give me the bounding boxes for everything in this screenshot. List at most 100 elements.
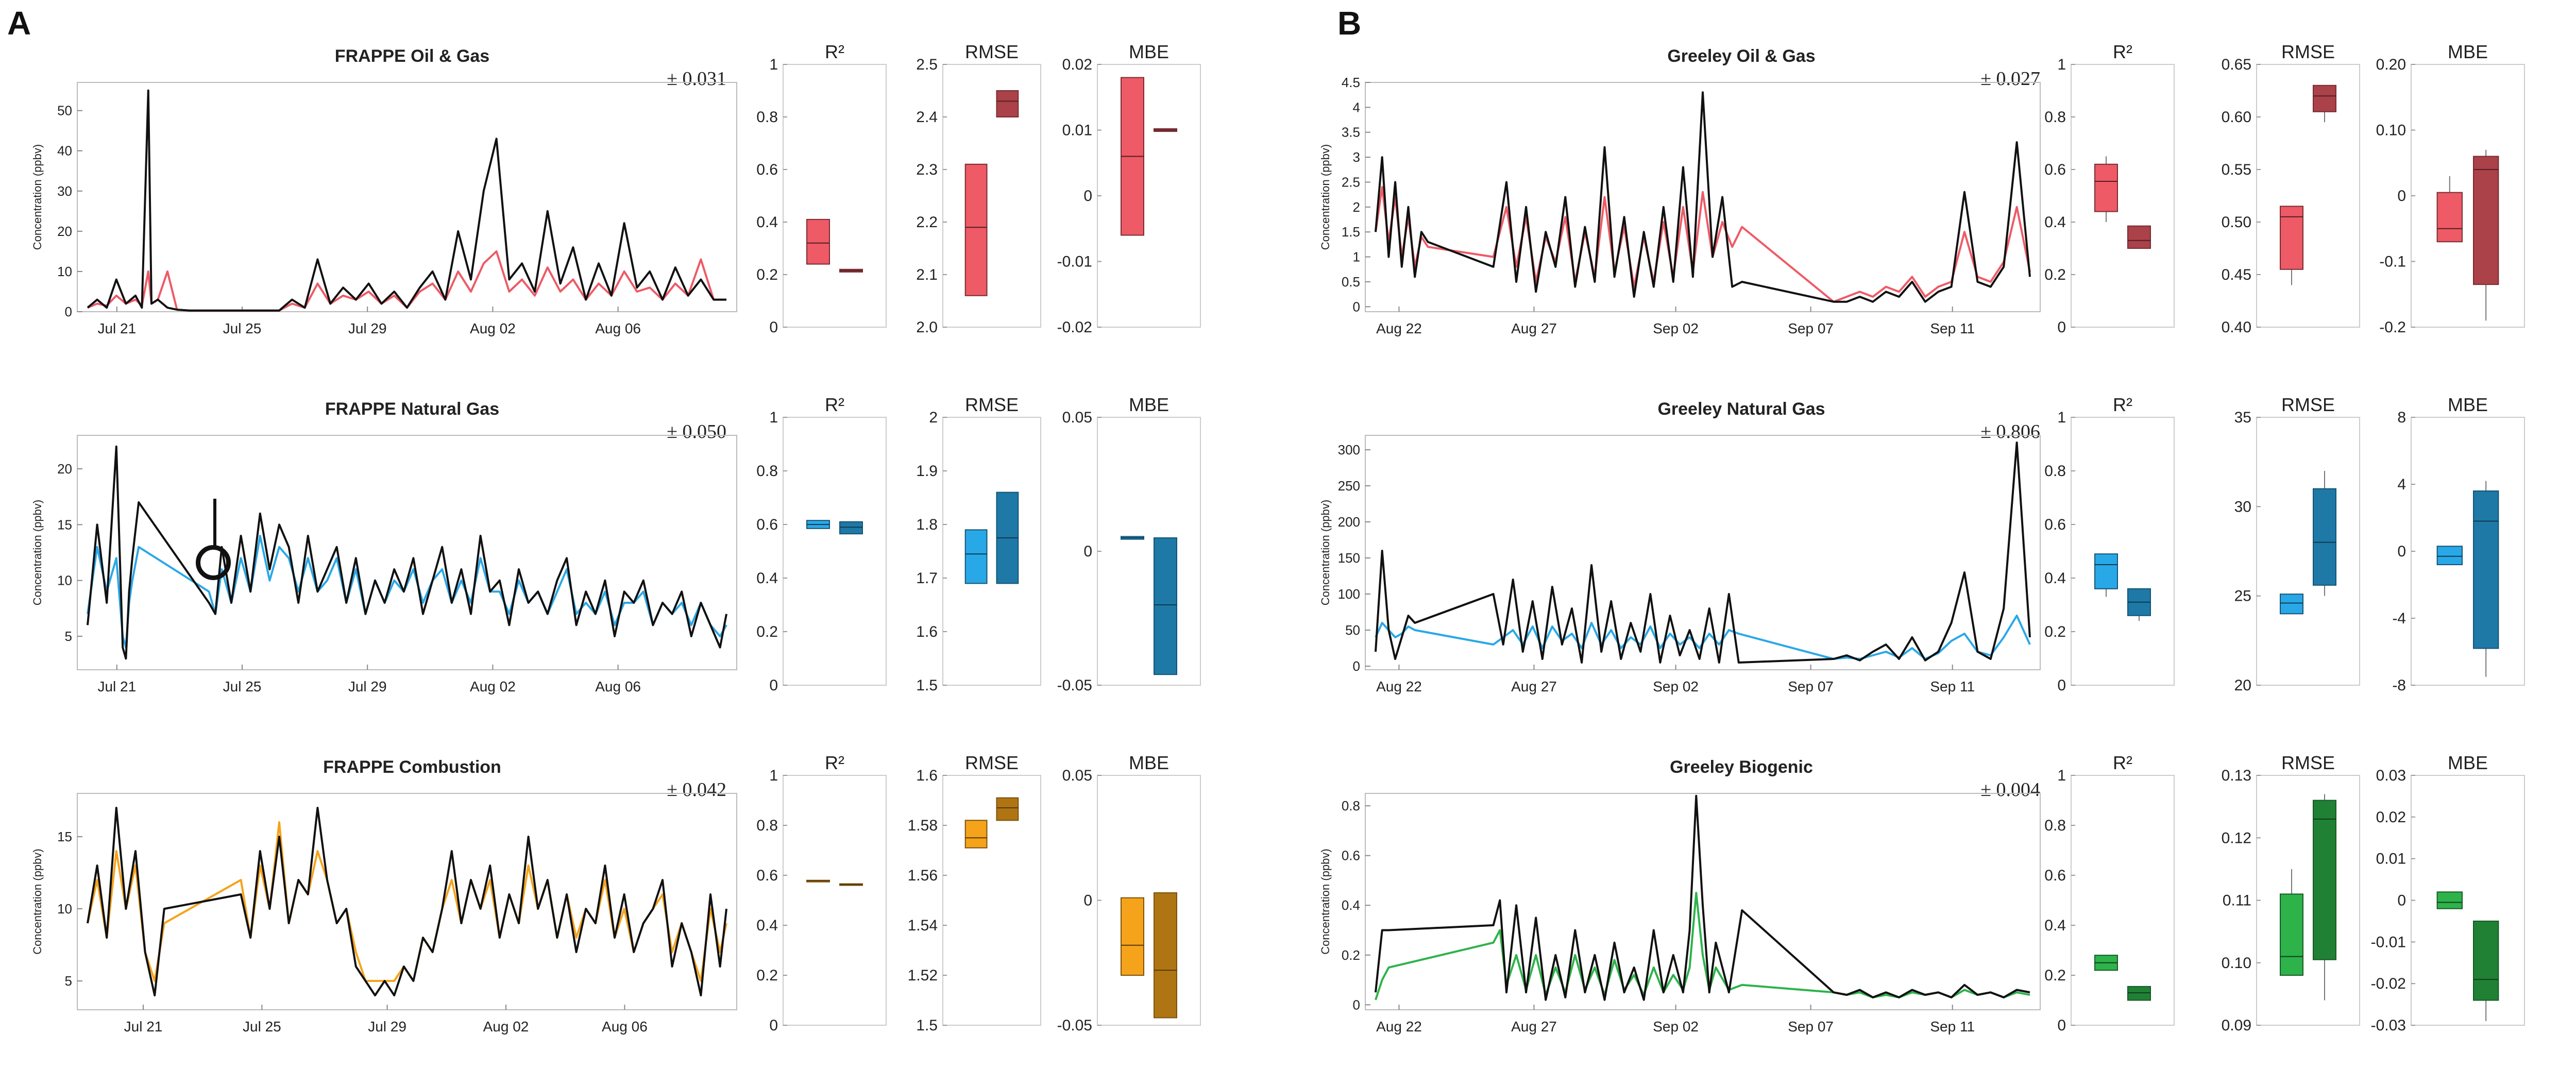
frappe_comb-xtick-label: Aug 06 — [602, 1019, 648, 1035]
frappe_og-box-light — [806, 218, 830, 265]
greeley_og-box-light — [2280, 206, 2303, 270]
frappe_ng-box-ytick-label: 0.2 — [756, 623, 778, 640]
greeley_ng-box-ytick-label: 0 — [2057, 677, 2066, 694]
greeley_bio-xtick-label: Aug 22 — [1376, 1019, 1422, 1035]
greeley_bio-box-ytick-label: -0.01 — [2371, 934, 2406, 951]
frappe_comb-box-ytick-label: 1 — [769, 767, 778, 784]
frappe_comb-box-light — [964, 820, 988, 849]
greeley_bio-box-ytick-label: -0.03 — [2371, 1017, 2406, 1034]
greeley_og-box-axes-2 — [2411, 64, 2525, 328]
greeley_bio-ytick-label: 0.8 — [1342, 798, 1360, 813]
frappe_ng-box-ytick-label: 0.05 — [1062, 409, 1092, 426]
greeley_og-uncertainty: ± 0.027 — [1980, 68, 2040, 90]
frappe_og-ytick-label: 20 — [57, 224, 72, 239]
frappe_ng-box-axes-1 — [942, 417, 1041, 686]
frappe_ng-box-ytick-label: 0.4 — [756, 570, 778, 587]
frappe_comb-xtick-label: Jul 21 — [124, 1019, 163, 1035]
frappe_comb-xtick-label: Jul 29 — [368, 1019, 406, 1035]
frappe_og-box-ytick-label: 2.1 — [916, 266, 938, 283]
greeley_ng-box-title-2: MBE — [2448, 394, 2488, 415]
frappe_og-xtick-label: Aug 06 — [595, 320, 641, 336]
frappe_ng-box-ytick-label: 0.6 — [756, 516, 778, 533]
greeley_ng-box-ytick-label: 0.6 — [2044, 516, 2066, 533]
greeley_og-axes — [1365, 82, 2041, 312]
frappe_comb-box-title-2: MBE — [1129, 752, 1169, 773]
frappe_comb-box-axes-0 — [783, 775, 887, 1026]
frappe_og-ytick-label: 40 — [57, 143, 72, 159]
greeley_ng-box-dark — [2313, 488, 2336, 586]
frappe_og-ytick-label: 30 — [57, 183, 72, 199]
greeley_bio-observed-line — [1375, 794, 2030, 1001]
greeley_og-xtick-label: Aug 27 — [1511, 320, 1557, 336]
frappe_og-box-ytick-label: 0 — [769, 319, 778, 336]
greeley_ng-axes — [1365, 435, 2041, 670]
frappe_ng-box-axes-0 — [783, 417, 887, 686]
frappe_og-xtick-label: Jul 25 — [223, 320, 262, 336]
frappe_comb-xtick-label: Jul 25 — [243, 1019, 281, 1035]
greeley_ng-box-ytick-label: -8 — [2392, 677, 2406, 694]
frappe_ng-model-line — [87, 535, 727, 649]
greeley_ng-ytick-label: 300 — [1338, 442, 1360, 457]
frappe_comb-ytick-label: 5 — [65, 973, 72, 989]
frappe_og-box-ytick-label: 1 — [769, 56, 778, 73]
greeley_bio-xtick-label: Aug 27 — [1511, 1019, 1557, 1035]
greeley_og-ytick-label: 1.5 — [1342, 224, 1360, 240]
frappe_og-box-light — [964, 163, 988, 296]
greeley_ng-ytick-label: 200 — [1338, 514, 1360, 530]
frappe_og-uncertainty: ± 0.031 — [667, 68, 726, 90]
frappe_ng-box-ytick-label: 1 — [769, 409, 778, 426]
greeley_og-box-axes-1 — [2256, 64, 2360, 328]
greeley_bio-ytick-label: 0.6 — [1342, 848, 1360, 863]
greeley_bio-box-ytick-label: 0.03 — [2376, 767, 2406, 784]
frappe_comb-uncertainty: ± 0.042 — [667, 779, 726, 801]
greeley_bio-xtick-label: Sep 02 — [1653, 1019, 1699, 1035]
frappe_ng-box-title-0: R² — [825, 394, 844, 415]
greeley_og-box-ytick-label: 0.6 — [2044, 161, 2066, 178]
greeley_bio-box-ytick-label: 0.10 — [2222, 955, 2251, 972]
frappe_og-axes — [77, 82, 737, 312]
frappe_comb-xtick-label: Aug 02 — [483, 1019, 529, 1035]
greeley_og-box-ytick-label: -0.1 — [2379, 253, 2406, 270]
frappe_og-title: FRAPPE Oil & Gas — [335, 46, 489, 66]
frappe_comb-box-dark — [1154, 892, 1177, 1019]
greeley_og-box-ytick-label: 0.50 — [2222, 214, 2251, 231]
frappe_comb-box-ytick-label: 0.05 — [1062, 767, 1092, 784]
greeley_ng-ytick-label: 150 — [1338, 550, 1360, 566]
frappe_comb-box-ytick-label: 1.6 — [916, 767, 938, 784]
frappe_og-box-ytick-label: -0.01 — [1057, 253, 1092, 270]
greeley_og-ytick-label: 4.5 — [1342, 75, 1360, 90]
greeley_ng-xtick-label: Sep 11 — [1930, 679, 1975, 694]
greeley_bio-box-title-1: RMSE — [2281, 752, 2335, 773]
frappe_comb-axes — [77, 793, 737, 1010]
frappe_ng-box-title-1: RMSE — [965, 394, 1019, 415]
frappe_og-ytick-label: 50 — [57, 103, 72, 118]
greeley_ng-box-axes-1 — [2256, 417, 2360, 686]
frappe_ng-xtick-label: Aug 02 — [470, 679, 516, 694]
greeley_bio-axes — [1365, 793, 2041, 1010]
greeley_ng-box-axes-0 — [2071, 417, 2175, 686]
greeley_og-title: Greeley Oil & Gas — [1667, 46, 1815, 66]
greeley_ng-uncertainty: ± 0.806 — [1980, 421, 2040, 443]
frappe_ng-ytick-label: 5 — [65, 629, 72, 644]
greeley_og-box-ytick-label: 0.65 — [2222, 56, 2251, 73]
greeley_bio-box-ytick-label: 0.02 — [2376, 809, 2406, 826]
frappe_ng-xtick-label: Aug 06 — [595, 679, 641, 694]
greeley_bio-box-dark — [2313, 800, 2336, 960]
frappe_og-box-ytick-label: 2.4 — [916, 109, 938, 126]
greeley_og-box-ytick-label: -0.2 — [2379, 319, 2406, 336]
greeley_ng-box-light — [2436, 546, 2463, 565]
frappe_comb-box-dark — [996, 797, 1019, 821]
frappe_comb-box-ytick-label: 1.5 — [916, 1017, 938, 1034]
frappe_og-box-ytick-label: 2.0 — [916, 319, 938, 336]
greeley_ng-ylabel: Concentration (ppbv) — [1319, 500, 1332, 605]
greeley_og-ytick-label: 2.5 — [1342, 174, 1360, 190]
greeley_ng-box-title-1: RMSE — [2281, 394, 2335, 415]
frappe_og-box-title-2: MBE — [1129, 41, 1169, 62]
greeley_ng-ytick-label: 0 — [1353, 658, 1360, 674]
greeley_ng-box-ytick-label: 20 — [2234, 677, 2251, 694]
frappe_og-box-ytick-label: 0.8 — [756, 109, 778, 126]
frappe_ng-box-ytick-label: 0 — [1083, 543, 1092, 560]
frappe_ng-ytick-label: 15 — [57, 517, 72, 532]
frappe_comb-model-line — [87, 821, 727, 982]
frappe_ng-box-dark — [1154, 537, 1177, 675]
